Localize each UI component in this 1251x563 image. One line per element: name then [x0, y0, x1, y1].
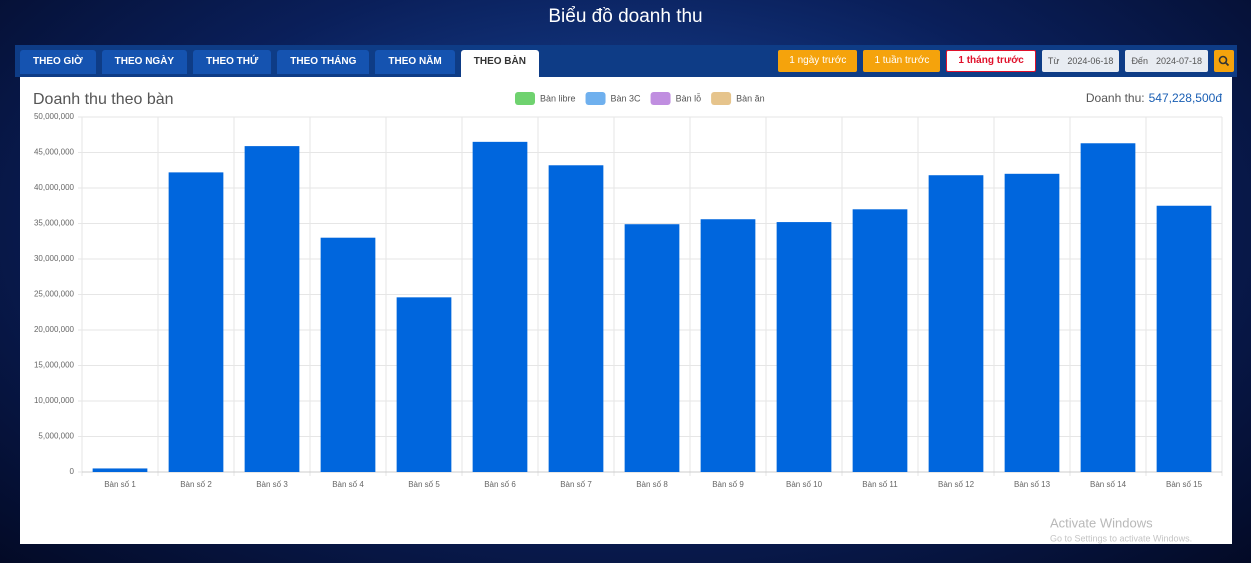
date-value: 2024-06-18 [1067, 56, 1114, 66]
y-tick-label: 15,000,000 [34, 361, 75, 370]
y-tick-label: 50,000,000 [34, 112, 75, 121]
x-tick-label: Bàn số 12 [938, 480, 975, 489]
legend-swatch [585, 92, 606, 105]
bar [624, 224, 680, 472]
tab[interactable]: THEO GIỜ [20, 50, 96, 74]
y-tick-label: 45,000,000 [34, 148, 75, 157]
x-tick-label: Bàn số 4 [332, 480, 364, 489]
tab[interactable]: THEO THỨ [193, 50, 272, 74]
x-tick-label: Bàn số 10 [786, 480, 823, 489]
date-from[interactable]: Từ 2024-06-18 [1041, 50, 1120, 72]
legend-label: Bàn ăn [736, 93, 765, 103]
date-to[interactable]: Đến 2024-07-18 [1125, 50, 1208, 72]
quick-range[interactable]: 1 tuần trước [863, 50, 941, 72]
bar [168, 172, 224, 472]
x-tick-label: Bàn số 15 [1166, 480, 1203, 489]
total-value: 547,228,500đ [1149, 91, 1223, 105]
x-tick-label: Bàn số 6 [484, 480, 516, 489]
bar [852, 209, 908, 473]
x-tick-label: Bàn số 14 [1090, 480, 1127, 489]
y-tick-label: 0 [70, 467, 75, 476]
tabs: THEO GIỜ THEO NGÀY THEO THỨ THEO THÁNG THEO … [20, 50, 539, 77]
legend-swatch [711, 92, 732, 105]
x-tick-label: Bàn số 8 [636, 480, 668, 489]
chart: Doanh thu theo bàn Doanh thu: 547,228,500… [33, 91, 1223, 543]
watermark-title: Activate Windows [1050, 515, 1153, 530]
y-tick-label: 20,000,000 [34, 325, 75, 334]
bar [1156, 205, 1212, 472]
filters: 1 ngày trước 1 tuần trước 1 tháng trước … [778, 50, 1234, 72]
chart-panel: Doanh thu theo bàn Doanh thu: 547,228,500… [20, 77, 1232, 544]
search-icon [1218, 55, 1230, 67]
quick-range[interactable]: 1 tháng trước [946, 50, 1036, 72]
date-label: Đến [1131, 56, 1148, 66]
date-value: 2024-07-18 [1155, 56, 1202, 66]
bar [1004, 173, 1060, 473]
y-tick-label: 25,000,000 [34, 290, 75, 299]
bar [548, 165, 604, 472]
chart-title: Doanh thu theo bàn [33, 91, 174, 108]
tab[interactable]: THEO NGÀY [101, 50, 188, 74]
bar [700, 219, 756, 472]
legend-swatch [515, 92, 535, 105]
bar [320, 237, 376, 472]
x-tick-label: Bàn số 7 [560, 480, 592, 489]
tab[interactable]: THEO BÀN [460, 50, 539, 77]
x-tick-label: Bàn số 2 [180, 480, 212, 489]
bar [776, 222, 832, 472]
y-tick-label: 30,000,000 [34, 254, 75, 263]
x-tick-label: Bàn số 3 [256, 480, 288, 489]
x-tick-label: Bàn số 11 [862, 480, 898, 489]
date-label: Từ [1047, 56, 1060, 66]
bar [472, 141, 528, 472]
legend-label: Bàn lỗ [676, 93, 702, 103]
toolbar: THEO GIỜ THEO NGÀY THEO THỨ THEO THÁNG THEO … [15, 45, 1237, 77]
y-tick-label: 40,000,000 [34, 183, 75, 192]
tab[interactable]: THEO THÁNG [277, 50, 370, 74]
page-title: Biểu đồ doanh thu [548, 6, 703, 27]
total: Doanh thu: 547,228,500đ [1086, 91, 1222, 105]
legend-swatch [650, 92, 671, 105]
x-tick-label: Bàn số 1 [104, 480, 136, 489]
x-tick-label: Bàn số 5 [408, 480, 440, 489]
bar [244, 146, 300, 473]
bar [928, 175, 984, 472]
bar [92, 468, 148, 472]
y-tick-label: 5,000,000 [38, 432, 74, 441]
y-tick-label: 10,000,000 [34, 396, 75, 405]
y-tick-label: 35,000,000 [34, 219, 75, 228]
total-label: Doanh thu: [1086, 91, 1145, 105]
legend-label: Bàn 3C [611, 93, 642, 103]
bar [396, 297, 452, 472]
legend-label: Bàn libre [540, 93, 576, 103]
tab[interactable]: THEO NĂM [375, 50, 455, 74]
x-tick-label: Bàn số 9 [712, 480, 744, 489]
bar [1080, 143, 1136, 472]
search-button[interactable] [1214, 50, 1234, 72]
quick-range[interactable]: 1 ngày trước [778, 50, 858, 72]
watermark-subtitle: Go to Settings to activate Windows. [1050, 533, 1192, 543]
x-tick-label: Bàn số 13 [1014, 480, 1051, 489]
